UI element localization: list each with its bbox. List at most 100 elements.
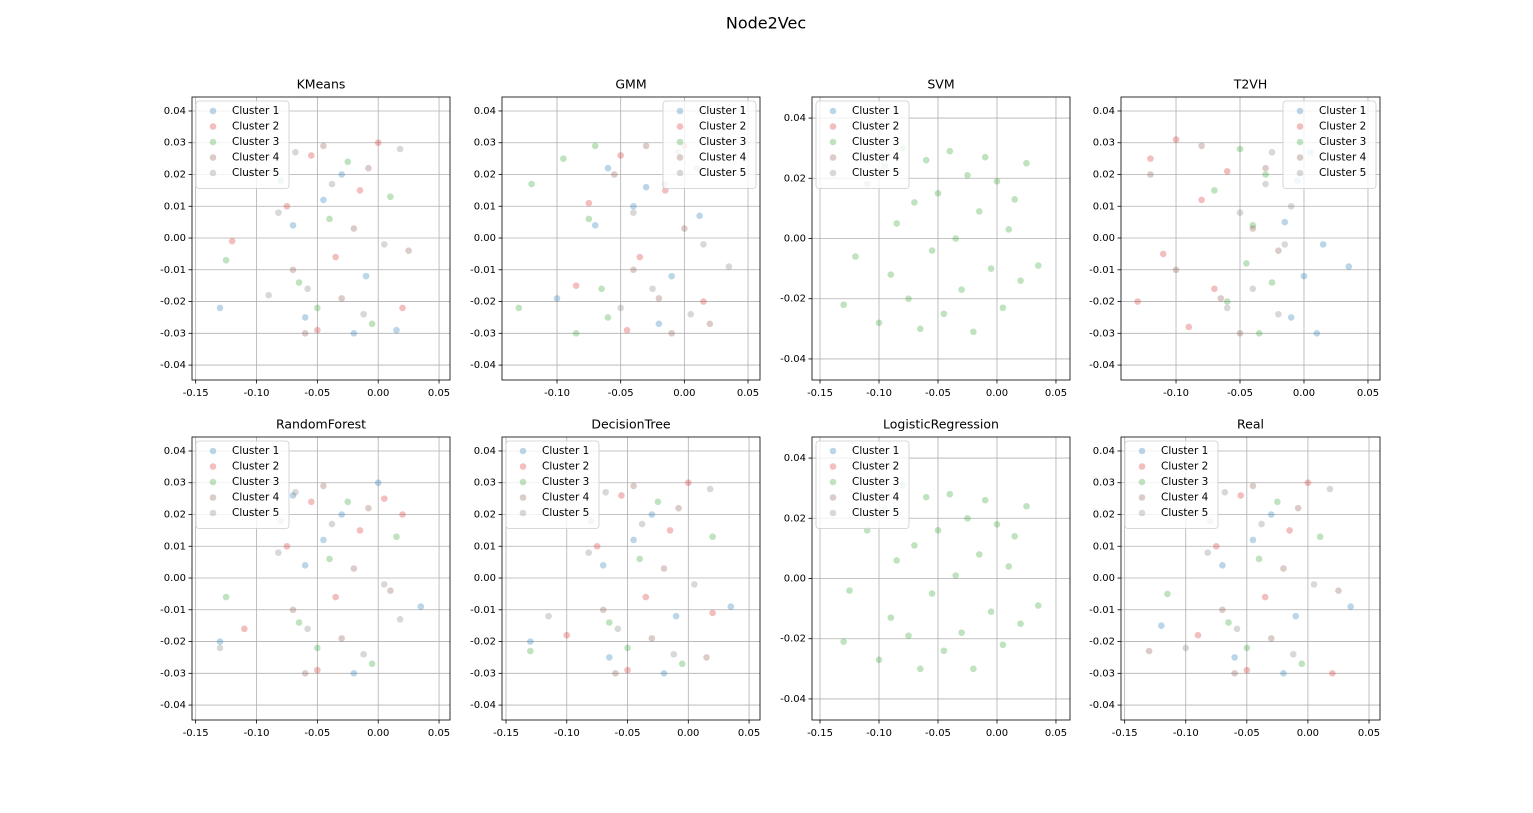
y-tick-label: -0.03 bbox=[160, 668, 186, 679]
point bbox=[604, 164, 612, 172]
legend-label: Cluster 4 bbox=[1161, 492, 1209, 504]
legend-label: Cluster 4 bbox=[852, 492, 900, 504]
point bbox=[1274, 498, 1281, 506]
legend-box bbox=[1282, 100, 1377, 189]
figure-title: Node2Vec bbox=[726, 14, 806, 33]
legend-marker bbox=[209, 494, 217, 501]
point bbox=[338, 171, 345, 178]
point bbox=[344, 498, 352, 506]
legend-label: Cluster 3 bbox=[542, 476, 589, 488]
point bbox=[350, 330, 358, 337]
legend: Cluster 1 Cluster 2 Cluster 3 Cluster 4 Clus… bbox=[1124, 440, 1219, 529]
legend-label: Cluster 2 bbox=[232, 461, 279, 473]
point bbox=[1261, 593, 1269, 601]
legend-box bbox=[662, 100, 757, 189]
y-tick-label: -0.03 bbox=[470, 668, 496, 679]
point bbox=[320, 482, 327, 490]
legend-marker bbox=[1138, 447, 1146, 455]
point bbox=[612, 670, 619, 677]
point bbox=[368, 660, 376, 668]
point bbox=[958, 629, 965, 636]
legend-marker bbox=[1296, 107, 1304, 115]
y-tick-label: -0.02 bbox=[470, 637, 496, 648]
point bbox=[1255, 330, 1263, 337]
y-tick-label: -0.03 bbox=[1089, 328, 1115, 339]
point bbox=[1258, 520, 1265, 528]
point bbox=[365, 164, 372, 172]
point bbox=[1211, 187, 1218, 194]
point bbox=[916, 325, 924, 333]
x-tick-label: -0.10 bbox=[866, 388, 892, 399]
point bbox=[374, 479, 382, 487]
point bbox=[660, 670, 668, 677]
y-tick-label: 0.03 bbox=[164, 138, 186, 149]
legend-label: Cluster 5 bbox=[1161, 507, 1208, 519]
point bbox=[1298, 660, 1306, 668]
legend-label: Cluster 3 bbox=[699, 136, 746, 148]
point bbox=[344, 158, 352, 166]
legend-marker bbox=[1296, 169, 1304, 177]
y-tick-label: -0.04 bbox=[160, 700, 186, 711]
point bbox=[216, 304, 224, 312]
x-tick-label: -0.15 bbox=[807, 388, 833, 399]
point bbox=[1236, 209, 1244, 216]
y-tick-label: 0.02 bbox=[474, 169, 496, 180]
legend-label: Cluster 4 bbox=[852, 152, 900, 164]
y-tick-label: -0.02 bbox=[1089, 297, 1115, 308]
point bbox=[362, 272, 370, 280]
subplot: -0.10 -0.05 0.00 0.05 -0.04 -0.03 -0.02 -0.01 0.… bbox=[470, 77, 761, 399]
point bbox=[636, 555, 643, 563]
y-tick-label: -0.01 bbox=[470, 605, 496, 616]
point bbox=[1304, 479, 1312, 487]
point bbox=[617, 152, 624, 159]
legend-marker bbox=[1138, 509, 1146, 517]
point bbox=[638, 520, 646, 528]
y-tick-label: 0.02 bbox=[474, 509, 496, 520]
point bbox=[1023, 159, 1030, 167]
point bbox=[981, 153, 989, 161]
point bbox=[338, 295, 345, 302]
subplot-title: T2VH bbox=[1233, 77, 1268, 92]
point bbox=[1249, 225, 1257, 232]
legend-label: Cluster 1 bbox=[852, 445, 899, 457]
point bbox=[307, 498, 315, 506]
point bbox=[672, 612, 680, 620]
point bbox=[993, 177, 1001, 185]
legend-marker bbox=[1296, 138, 1304, 146]
subplot-title: RandomForest bbox=[276, 417, 366, 432]
legend: Cluster 1 Cluster 2 Cluster 3 Cluster 4 Clus… bbox=[815, 100, 910, 189]
x-tick-label: -0.15 bbox=[807, 728, 833, 739]
x-tick-label: -0.05 bbox=[1234, 728, 1260, 739]
x-tick-label: 0.00 bbox=[367, 728, 389, 739]
y-tick-label: -0.02 bbox=[160, 637, 186, 648]
point bbox=[527, 647, 534, 655]
x-tick-label: -0.05 bbox=[304, 388, 330, 399]
point bbox=[940, 310, 948, 318]
y-tick-label: -0.01 bbox=[1089, 265, 1115, 276]
point bbox=[572, 330, 580, 337]
legend-box bbox=[195, 440, 290, 529]
point bbox=[1345, 263, 1353, 270]
point bbox=[320, 196, 327, 204]
point bbox=[1194, 631, 1202, 639]
point bbox=[1262, 180, 1269, 188]
point bbox=[585, 549, 592, 556]
point bbox=[630, 202, 637, 210]
legend-box bbox=[195, 100, 290, 189]
point bbox=[545, 612, 552, 620]
legend-label: Cluster 1 bbox=[699, 105, 746, 117]
point bbox=[1287, 202, 1295, 210]
y-tick-label: -0.04 bbox=[1089, 360, 1115, 371]
y-tick-label: -0.04 bbox=[1089, 700, 1115, 711]
y-tick-label: 0.02 bbox=[164, 509, 186, 520]
point bbox=[396, 616, 404, 623]
point bbox=[360, 650, 367, 658]
legend-label: Cluster 4 bbox=[542, 492, 590, 504]
legend-marker bbox=[519, 494, 527, 501]
y-tick-label: -0.02 bbox=[160, 297, 186, 308]
y-tick-label: -0.03 bbox=[470, 328, 496, 339]
subplot-title: GMM bbox=[615, 77, 646, 92]
point bbox=[563, 631, 571, 639]
point bbox=[228, 237, 236, 245]
point bbox=[648, 511, 656, 518]
